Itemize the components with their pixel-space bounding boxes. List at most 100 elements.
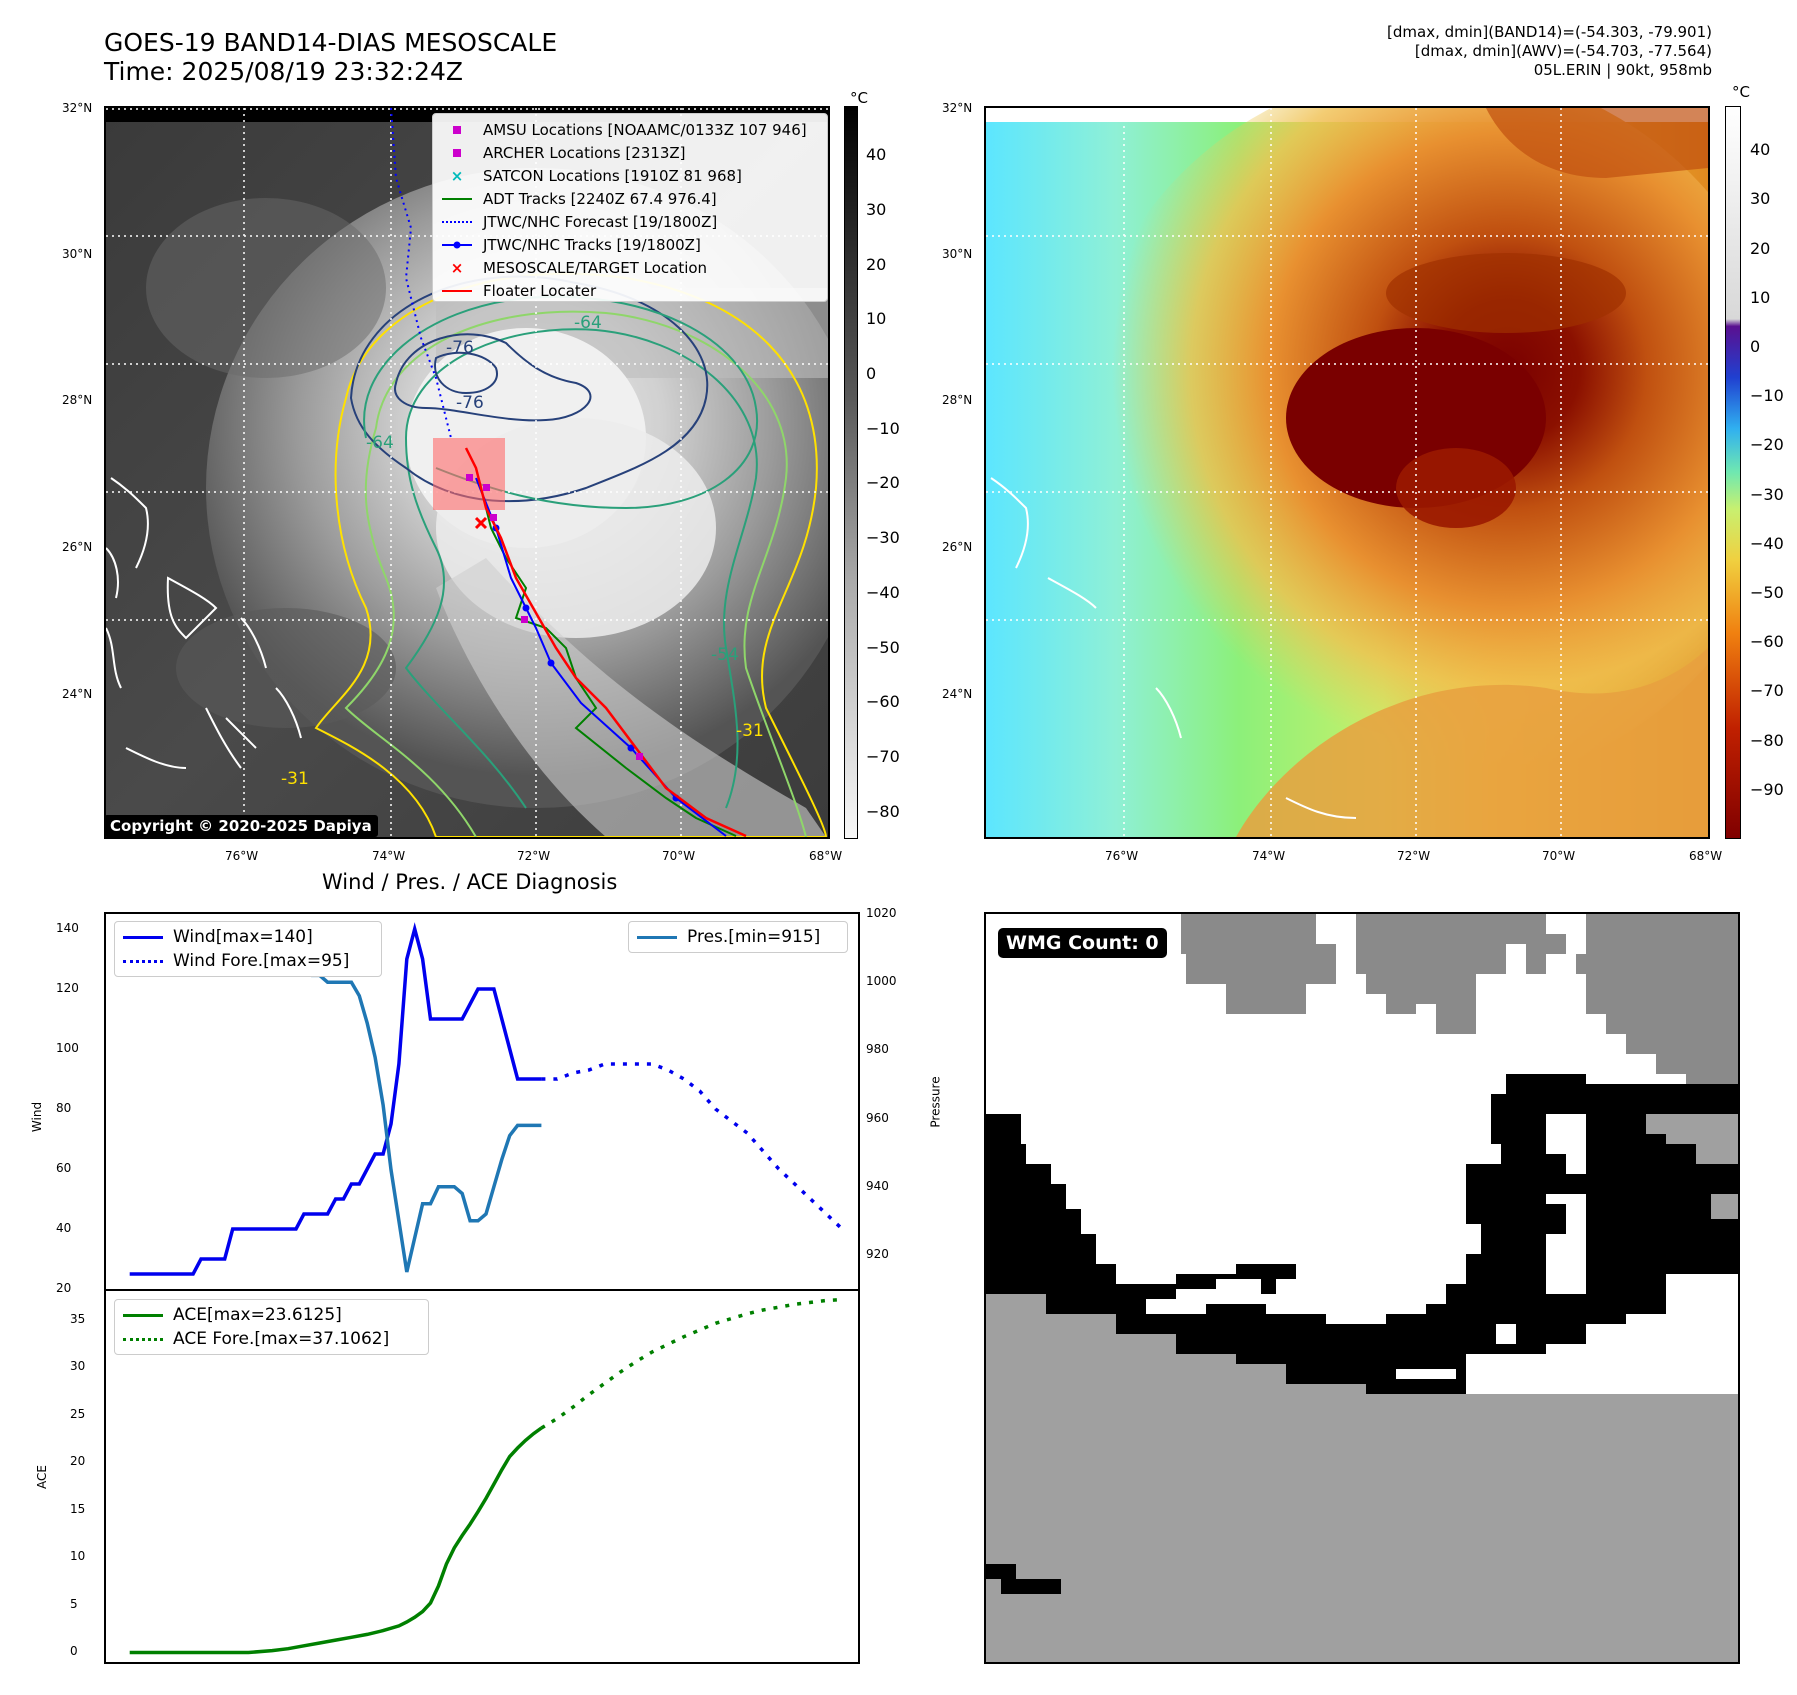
- lon-label: 74°W: [372, 849, 406, 863]
- pressure-series-line: [129, 925, 542, 1273]
- awv-range: [dmax, dmin](AWV)=(-54.703, -77.564): [1414, 42, 1712, 60]
- colorbar-tick: −10: [1750, 386, 1784, 406]
- wind-tick-label: 40: [56, 1221, 72, 1235]
- wmg-svg: [986, 914, 1738, 1662]
- pressure-tick-label: 1000: [866, 974, 897, 989]
- colorbar-tick: −20: [866, 473, 900, 493]
- colorbar-tick: 0: [1750, 337, 1761, 357]
- line-dot-icon: [442, 241, 472, 248]
- colorbar-tick: −60: [866, 692, 900, 712]
- colorbar-tick: 30: [866, 199, 887, 219]
- lat-label: 32°N: [62, 101, 93, 115]
- lon-label: 72°W: [517, 849, 551, 863]
- colorbar-tick: 20: [866, 254, 887, 274]
- contour-label: -31: [736, 721, 764, 741]
- copyright-label: Copyright © 2020-2025 Dapiya: [104, 815, 378, 837]
- x-marker-icon: ×: [450, 258, 464, 277]
- legend-ace-fore: ACE Fore.[max=37.1062]: [123, 1327, 420, 1351]
- ace-legend: ACE[max=23.6125] ACE Fore.[max=37.1062]: [114, 1299, 429, 1355]
- wind-series-line: [129, 922, 542, 1276]
- colorbar-tick: 0: [866, 364, 877, 384]
- legend-item-archer: ARCHER Locations [2313Z]: [441, 141, 819, 164]
- legend-ace: ACE[max=23.6125]: [123, 1303, 420, 1327]
- pressure-axis-label: Pressure: [928, 1076, 943, 1128]
- lat-label: 24°N: [62, 687, 93, 701]
- lat-label: 28°N: [942, 393, 973, 407]
- colorbar-tick: −80: [866, 801, 900, 821]
- colorbar-tick: −70: [866, 746, 900, 766]
- awv-gridlines: [986, 108, 1708, 837]
- wind-tick-label: 120: [56, 981, 79, 995]
- diagnosis-title: Wind / Pres. / ACE Diagnosis: [322, 870, 618, 894]
- ace-tick-label: 30: [70, 1359, 86, 1374]
- awv-map-panel: [984, 106, 1710, 839]
- lat-label: 26°N: [942, 540, 973, 554]
- lon-label: 70°W: [1542, 849, 1576, 863]
- ace-tick-label: 5: [70, 1596, 78, 1611]
- wind-tick-label: 140: [56, 921, 79, 935]
- colorbar-tick: −30: [866, 528, 900, 548]
- dotted-line-icon: [123, 959, 163, 963]
- pressure-tick-label: 980: [866, 1042, 889, 1057]
- lon-label: 68°W: [809, 849, 843, 863]
- colorbar-tick: 30: [1750, 189, 1771, 209]
- colorbar-tick: −50: [1750, 583, 1784, 603]
- ace-forecast-line: [540, 1297, 843, 1430]
- colorbar-tick: −40: [866, 582, 900, 602]
- pressure-tick-label: 940: [866, 1178, 889, 1193]
- ace-tick-label: 0: [70, 1644, 78, 1659]
- pressure-legend: Pres.[min=915]: [628, 921, 848, 953]
- legend-pres: Pres.[min=915]: [637, 925, 839, 949]
- lat-label: 30°N: [62, 247, 93, 261]
- colorbar-tick: 40: [1750, 140, 1771, 160]
- header-info: [dmax, dmin](BAND14)=(-54.303, -79.901) …: [1387, 23, 1712, 80]
- legend-wind-fore: Wind Fore.[max=95]: [123, 949, 373, 973]
- line-icon: [637, 935, 677, 939]
- colorbar-tick: −70: [1750, 681, 1784, 701]
- contour-label: -76: [456, 393, 484, 413]
- lat-label: 32°N: [942, 101, 973, 115]
- legend-item-tracks: JTWC/NHC Tracks [19/1800Z]: [441, 233, 819, 256]
- line-icon: [123, 935, 163, 939]
- pressure-tick-label: 1020: [866, 906, 897, 920]
- contour-label: -76: [446, 338, 474, 358]
- x-marker-icon: ×: [450, 166, 464, 185]
- colorbar-tick: −80: [1750, 730, 1784, 750]
- ir-map-svg: -64 -76 -76 -64 -54 -31 -31: [106, 108, 828, 837]
- lon-label: 72°W: [1397, 849, 1431, 863]
- colorbar-tick: −60: [1750, 632, 1784, 652]
- lon-label: 70°W: [662, 849, 696, 863]
- ace-tick-label: 35: [70, 1311, 86, 1326]
- lat-label: 24°N: [942, 687, 973, 701]
- wmg-count-badge: WMG Count: 0: [998, 928, 1167, 958]
- lat-label: 28°N: [62, 393, 93, 407]
- contour-label: -64: [366, 433, 394, 453]
- lon-label: 76°W: [1105, 849, 1139, 863]
- square-icon: [453, 125, 461, 134]
- ace-panel: [104, 1289, 860, 1664]
- lon-label: 74°W: [1252, 849, 1286, 863]
- line-icon: [123, 1313, 163, 1317]
- square-icon: [453, 148, 461, 157]
- colorbar1-unit: °C: [850, 89, 868, 107]
- colorbar-tick: 20: [1750, 238, 1771, 258]
- floater-track: [464, 447, 747, 837]
- legend-item-amsu: AMSU Locations [NOAAMC/0133Z 107 946]: [441, 118, 819, 141]
- ace-svg: [129, 1297, 843, 1655]
- colorbar-tick: −20: [1750, 435, 1784, 455]
- awv-map-svg: [986, 108, 1708, 837]
- ir-map-panel: -64 -76 -76 -64 -54 -31 -31: [104, 106, 830, 839]
- figure-title-line1: GOES-19 BAND14-DIAS MESOSCALE: [104, 28, 558, 57]
- colorbar1: [844, 106, 858, 839]
- wind-tick-label: 100: [56, 1041, 79, 1055]
- band14-range: [dmax, dmin](BAND14)=(-54.303, -79.901): [1387, 23, 1712, 41]
- wind-tick-label: 20: [56, 1281, 72, 1295]
- colorbar2-unit: °C: [1732, 83, 1750, 101]
- lat-label: 26°N: [62, 540, 93, 554]
- legend-item-floater: Floater Locater: [441, 279, 819, 302]
- ace-series-line: [129, 1426, 543, 1655]
- ace-tick-label: 10: [70, 1549, 86, 1564]
- lat-label: 30°N: [942, 247, 973, 261]
- line-icon: [442, 289, 472, 292]
- contour-label: -54: [711, 645, 739, 665]
